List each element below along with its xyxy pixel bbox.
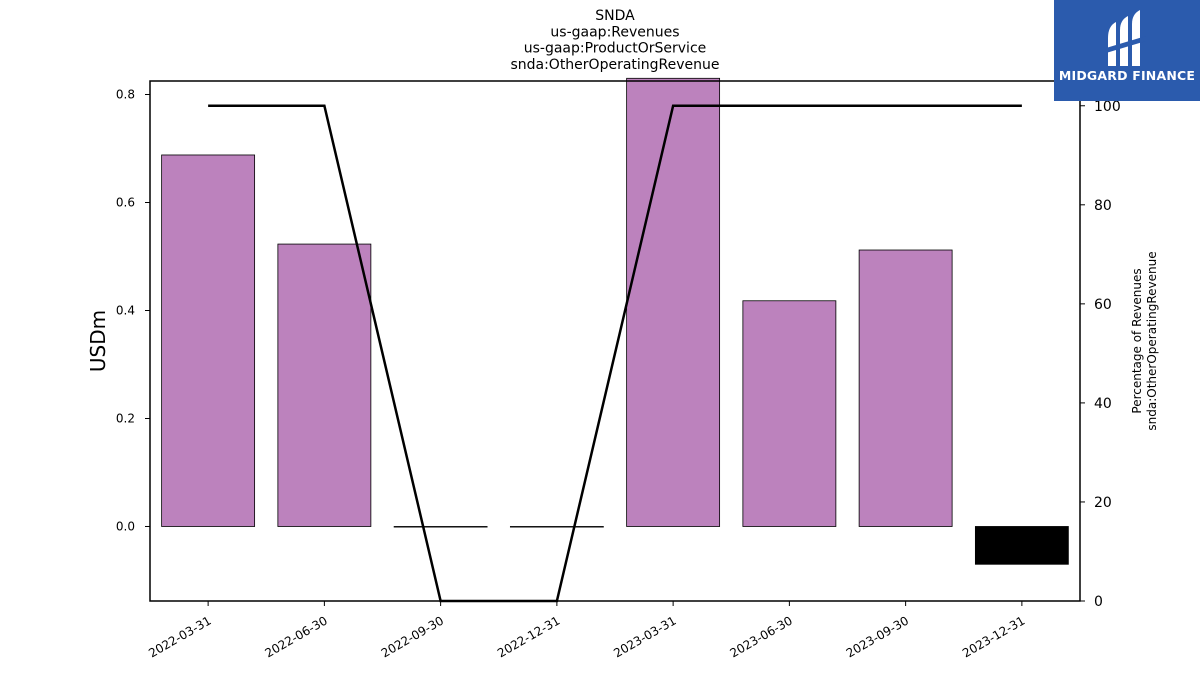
bar	[858, 249, 953, 527]
x-tick-label: 2023-12-31	[960, 613, 1027, 660]
x-tick-label: 2022-03-31	[146, 613, 213, 660]
right-y-tick-label: 20	[1094, 495, 1112, 511]
chart-title-line: us-gaap:ProductOrService	[524, 41, 707, 57]
plot-frame	[149, 80, 1081, 602]
bar	[161, 154, 256, 527]
left-y-tick-label: 0.2	[116, 411, 135, 425]
chart-title-line: us-gaap:Revenues	[550, 24, 679, 40]
x-tick-label: 2022-06-30	[262, 613, 329, 660]
x-axis: 2022-03-31 2022-06-30 2022-09-30 2022-12-31…	[146, 601, 1027, 660]
left-y-tick-label: 0.8	[116, 87, 135, 101]
bar	[974, 526, 1069, 565]
x-tick-label: 2023-03-31	[611, 613, 678, 660]
left-y-tick-label: 0.4	[116, 303, 135, 317]
left-y-tick-label: 0.0	[116, 519, 135, 533]
bar	[393, 526, 488, 528]
x-tick-label: 2022-12-31	[495, 613, 562, 660]
x-tick-label: 2023-06-30	[727, 613, 794, 660]
right-y-axis-label-line: Percentage of Revenues	[1130, 268, 1144, 413]
logo-text: MIDGARD FINANCE	[1058, 68, 1196, 83]
chart-title-line: SNDA	[595, 8, 635, 24]
bar	[742, 300, 837, 527]
right-y-axis: 0 20 40 60 80 100	[1080, 99, 1121, 610]
chart-title-line: snda:OtherOperatingRevenue	[510, 57, 719, 73]
right-y-axis-label: Percentage of Revenues snda:OtherOperatin…	[1130, 251, 1159, 430]
bar	[277, 243, 372, 527]
left-y-axis: 0.0 0.2 0.4 0.6 0.8	[116, 87, 150, 533]
midgard-logo-icon	[1106, 10, 1146, 66]
bars	[161, 77, 1069, 565]
bar	[626, 77, 721, 527]
right-y-axis-label-line: snda:OtherOperatingRevenue	[1145, 251, 1159, 430]
bar	[509, 526, 604, 528]
right-y-tick-label: 40	[1094, 396, 1112, 412]
x-tick-label: 2023-09-30	[844, 613, 911, 660]
right-y-tick-label: 80	[1094, 198, 1112, 214]
x-tick-label: 2022-09-30	[379, 613, 446, 660]
right-y-tick-label: 0	[1094, 594, 1103, 610]
y-axis-label: USDm	[86, 310, 110, 372]
midgard-finance-logo: MIDGARD FINANCE	[1054, 0, 1200, 101]
right-y-tick-label: 60	[1094, 297, 1112, 313]
chart-title: SNDAus-gaap:Revenuesus-gaap:ProductOrSer…	[510, 8, 719, 73]
left-y-tick-label: 0.6	[116, 195, 135, 209]
percentage-line	[208, 104, 1022, 603]
percentage-line-series	[208, 104, 1022, 603]
right-y-tick-label: 100	[1094, 99, 1121, 115]
